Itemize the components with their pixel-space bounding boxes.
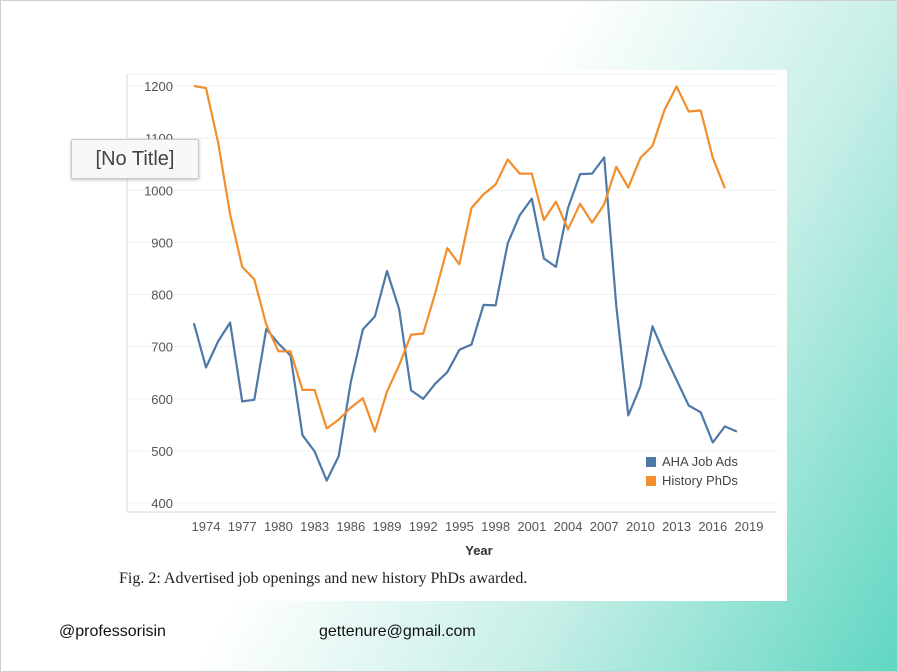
- figure-caption: Fig. 2: Advertised job openings and new …: [119, 570, 528, 587]
- series-line-aha-job-ads: [192, 156, 738, 482]
- line-chart: 4005006007008009001000110012001974197719…: [126, 73, 777, 558]
- x-tick-label: 2004: [554, 519, 583, 534]
- y-tick-label: 900: [151, 235, 173, 250]
- x-tick-label: 1977: [228, 519, 257, 534]
- x-tick-label: 1992: [409, 519, 438, 534]
- x-tick-label: 2013: [662, 519, 691, 534]
- x-tick-label: 2019: [735, 519, 764, 534]
- y-tick-label: 600: [151, 392, 173, 407]
- x-axis-title: Year: [465, 543, 492, 558]
- legend-swatch: [646, 476, 656, 486]
- x-tick-label: 1980: [264, 519, 293, 534]
- footer-email: gettenure@gmail.com: [319, 623, 476, 640]
- x-tick-label: 2001: [517, 519, 546, 534]
- y-tick-label: 1000: [144, 183, 173, 198]
- legend-label: AHA Job Ads: [662, 454, 738, 469]
- x-tick-label: 2016: [698, 519, 727, 534]
- legend-label: History PhDs: [662, 473, 738, 488]
- legend-swatch: [646, 457, 656, 467]
- no-title-placeholder[interactable]: [No Title]: [71, 139, 199, 179]
- x-tick-label: 1989: [373, 519, 402, 534]
- x-tick-label: 1995: [445, 519, 474, 534]
- x-tick-label: 2007: [590, 519, 619, 534]
- footer-handle: @professorisin: [59, 623, 166, 640]
- x-tick-label: 1998: [481, 519, 510, 534]
- y-tick-label: 1200: [144, 79, 173, 94]
- y-tick-label: 400: [151, 496, 173, 511]
- x-tick-label: 1974: [192, 519, 221, 534]
- x-tick-label: 2010: [626, 519, 655, 534]
- chart-card: 4005006007008009001000110012001974197719…: [117, 70, 787, 601]
- y-tick-label: 700: [151, 340, 173, 355]
- y-tick-label: 800: [151, 288, 173, 303]
- x-tick-label: 1986: [336, 519, 365, 534]
- series-line-history-phds: [193, 84, 726, 433]
- x-tick-label: 1983: [300, 519, 329, 534]
- y-tick-label: 500: [151, 444, 173, 459]
